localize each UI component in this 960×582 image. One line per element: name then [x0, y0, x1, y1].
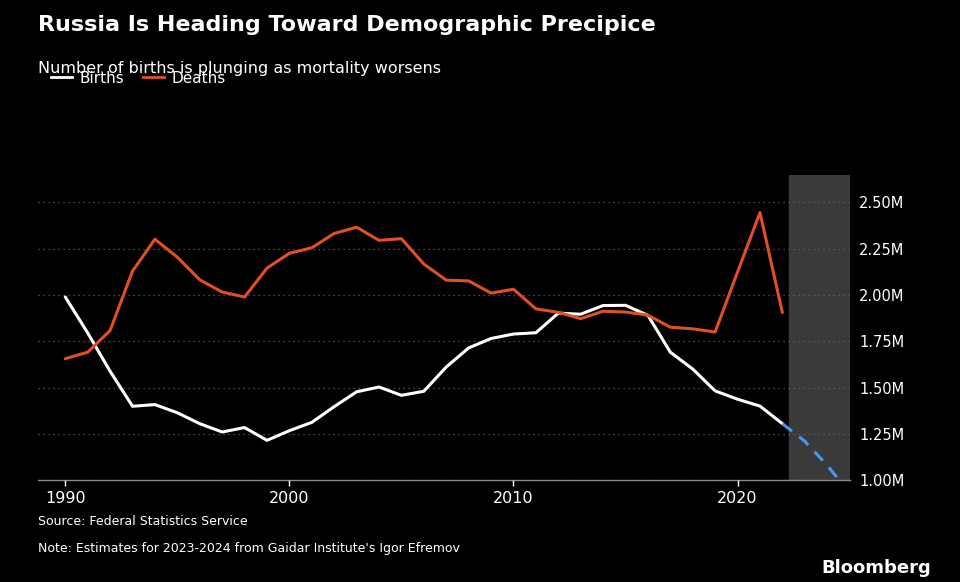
Bar	[789, 175, 850, 480]
Text: Russia Is Heading Toward Demographic Precipice: Russia Is Heading Toward Demographic Pre…	[38, 15, 656, 34]
Text: Source: Federal Statistics Service: Source: Federal Statistics Service	[38, 515, 248, 528]
Legend: Births, Deaths: Births, Deaths	[44, 65, 232, 92]
Text: Note: Estimates for 2023-2024 from Gaidar Institute's Igor Efremov: Note: Estimates for 2023-2024 from Gaida…	[38, 542, 460, 555]
Text: Bloomberg: Bloomberg	[822, 559, 931, 577]
Text: Number of births is plunging as mortality worsens: Number of births is plunging as mortalit…	[38, 61, 442, 76]
